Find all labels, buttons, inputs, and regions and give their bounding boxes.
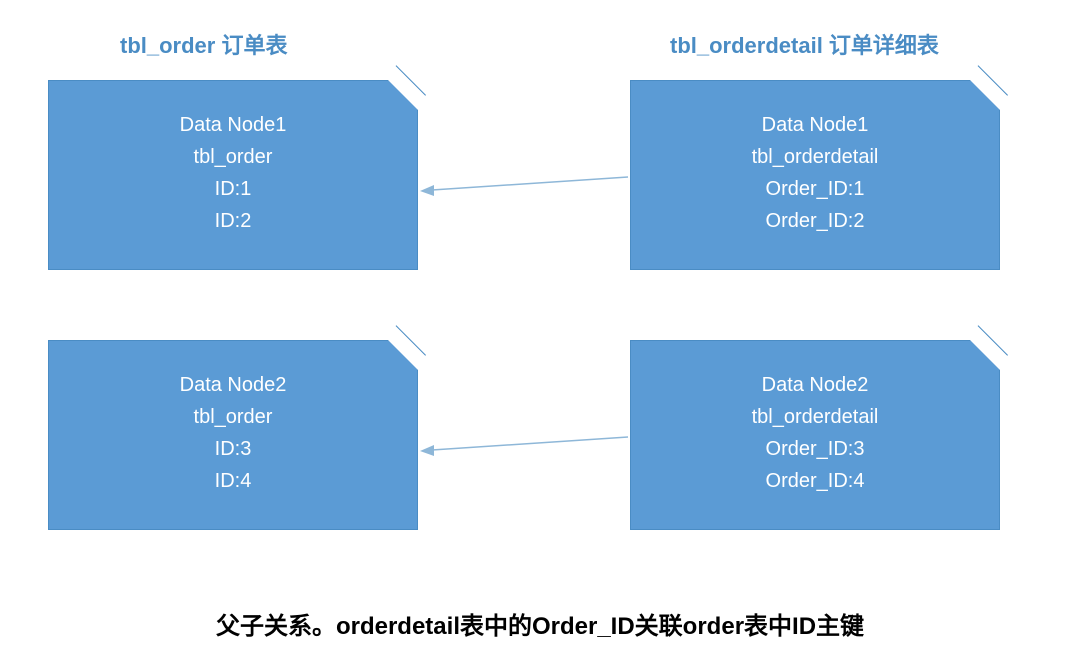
node-line: Order_ID:3: [631, 433, 999, 465]
diagram-caption: 父子关系。orderdetail表中的Order_ID关联order表中ID主键: [0, 606, 1080, 641]
node-top-right: Data Node1 tbl_orderdetail Order_ID:1 Or…: [630, 80, 1000, 270]
node-line: tbl_order: [49, 401, 417, 433]
node-line: Data Node2: [49, 369, 417, 401]
node-line: Order_ID:2: [631, 205, 999, 237]
node-line: Data Node1: [49, 109, 417, 141]
node-bottom-right-content: Data Node2 tbl_orderdetail Order_ID:3 Or…: [631, 341, 999, 497]
header-right-label: tbl_orderdetail 订单详细表: [670, 28, 939, 60]
node-line: ID:1: [49, 173, 417, 205]
node-bottom-left: Data Node2 tbl_order ID:3 ID:4: [48, 340, 418, 530]
header-left-label: tbl_order 订单表: [120, 28, 287, 60]
node-line: Order_ID:4: [631, 465, 999, 497]
node-line: tbl_orderdetail: [631, 401, 999, 433]
node-top-left-content: Data Node1 tbl_order ID:1 ID:2: [49, 81, 417, 237]
node-line: Order_ID:1: [631, 173, 999, 205]
node-line: tbl_order: [49, 141, 417, 173]
node-line: ID:4: [49, 465, 417, 497]
node-top-left: Data Node1 tbl_order ID:1 ID:2: [48, 80, 418, 270]
arrow-top: [418, 165, 630, 205]
node-line: ID:2: [49, 205, 417, 237]
node-line: ID:3: [49, 433, 417, 465]
arrow-bottom: [418, 425, 630, 465]
node-line: tbl_orderdetail: [631, 141, 999, 173]
node-line: Data Node2: [631, 369, 999, 401]
node-bottom-right: Data Node2 tbl_orderdetail Order_ID:3 Or…: [630, 340, 1000, 530]
node-top-right-content: Data Node1 tbl_orderdetail Order_ID:1 Or…: [631, 81, 999, 237]
node-bottom-left-content: Data Node2 tbl_order ID:3 ID:4: [49, 341, 417, 497]
node-line: Data Node1: [631, 109, 999, 141]
